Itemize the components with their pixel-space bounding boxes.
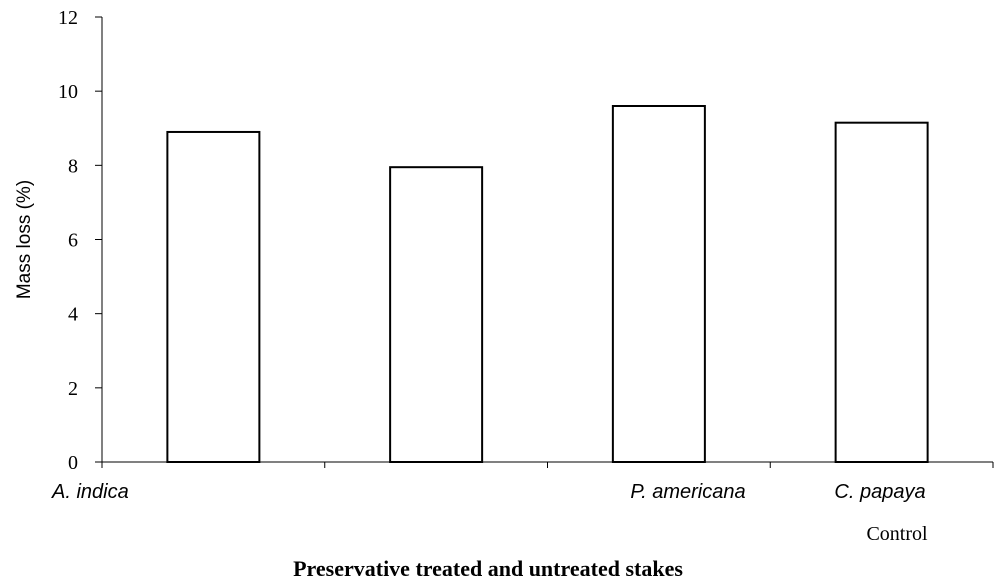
y-axis: 0 2 4 6 8 10 12 bbox=[58, 7, 103, 474]
x-category-label: A. indica bbox=[51, 481, 129, 503]
y-tick-label: 6 bbox=[68, 230, 78, 252]
bar bbox=[166, 130, 261, 463]
y-tick-label: 12 bbox=[58, 7, 78, 29]
bar bbox=[834, 121, 929, 463]
y-tick-label: 0 bbox=[68, 452, 78, 474]
bars bbox=[166, 105, 929, 463]
y-tick-label: 4 bbox=[68, 304, 78, 326]
control-note-label: Control bbox=[866, 523, 928, 545]
x-category-label: C. papaya bbox=[834, 481, 925, 503]
bar bbox=[611, 105, 706, 463]
bar bbox=[389, 166, 484, 463]
y-tick-label: 10 bbox=[58, 81, 78, 103]
category-labels: A. indica P. americana C. papaya bbox=[51, 481, 926, 503]
y-axis-title: Mass loss (%) bbox=[14, 180, 35, 299]
y-tick-label: 2 bbox=[68, 378, 78, 400]
x-category-label: P. americana bbox=[630, 481, 745, 503]
y-tick-label: 8 bbox=[68, 155, 78, 177]
x-axis-title: Preservative treated and untreated stake… bbox=[293, 556, 683, 581]
